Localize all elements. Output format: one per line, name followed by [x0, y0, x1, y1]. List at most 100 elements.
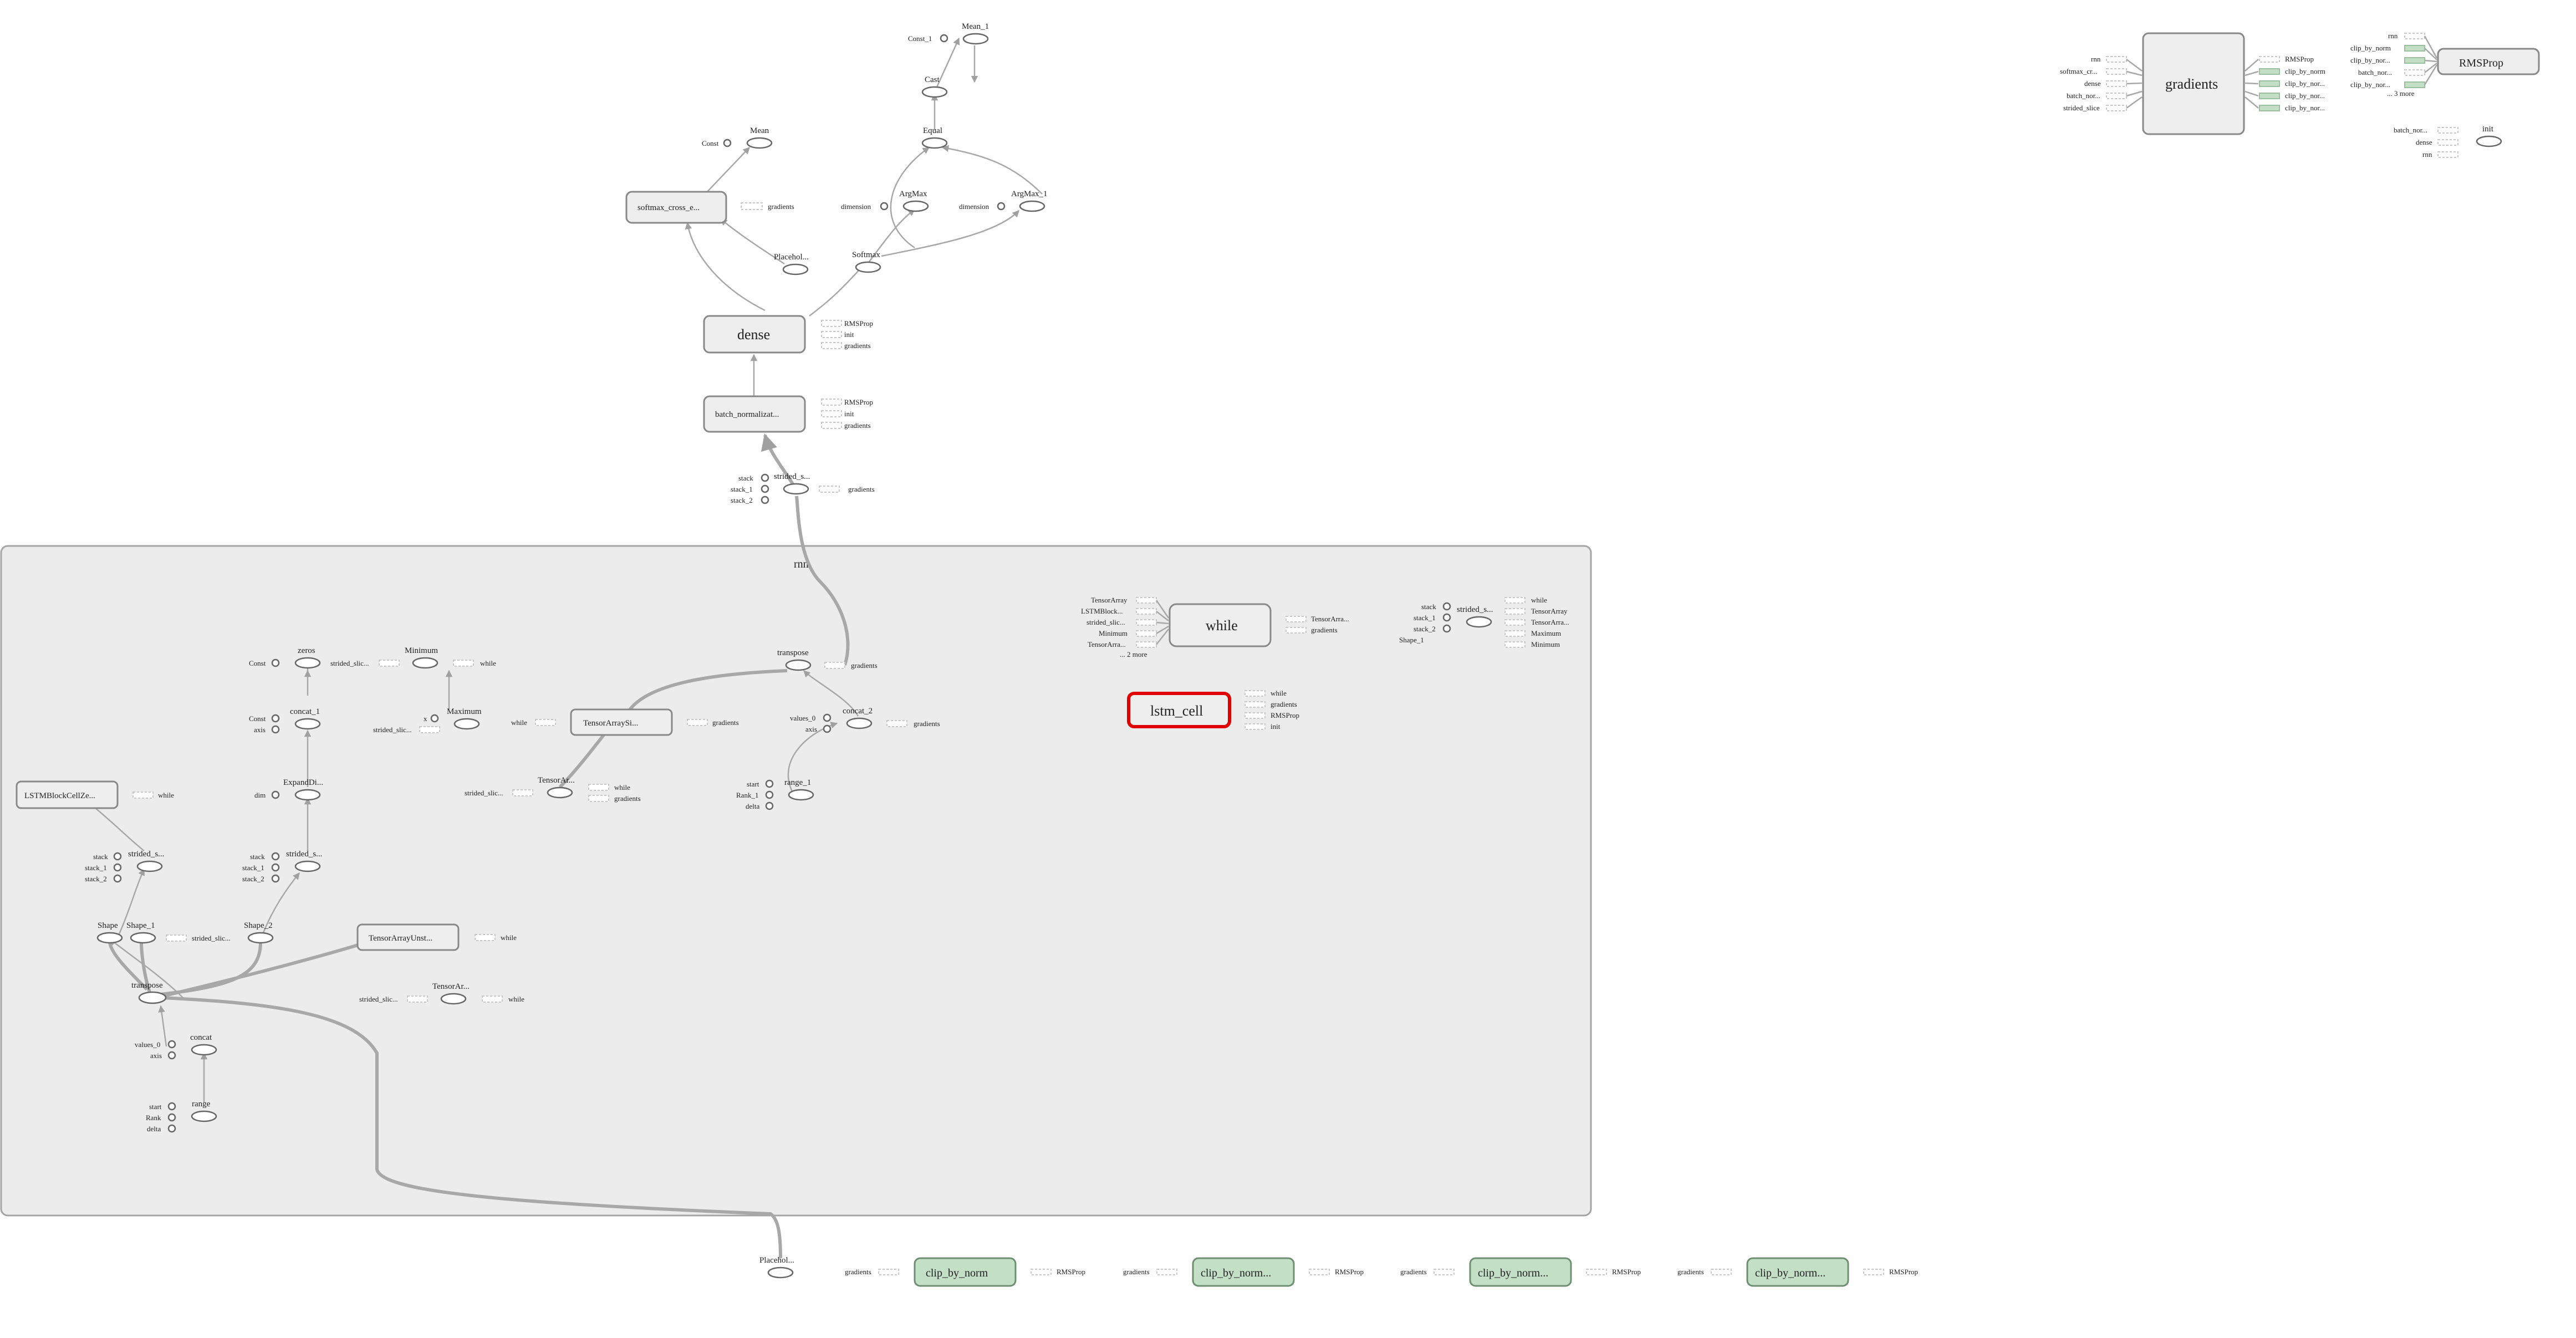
node-maximum[interactable]: Maximum x strided_slic... [373, 707, 482, 734]
svg-text:start: start [747, 780, 759, 788]
node-shape-2[interactable]: Shape_2 [244, 921, 274, 944]
node-expanddims[interactable]: ExpandDi... dim [254, 778, 323, 801]
svg-text:Minimum: Minimum [405, 646, 438, 655]
node-shape[interactable]: Shape [96, 921, 123, 944]
node-cast[interactable]: Cast [921, 75, 948, 98]
node-zeros[interactable]: zeros Const [249, 646, 321, 669]
svg-text:Const_1: Const_1 [908, 34, 932, 43]
svg-text:clip_by_nor...: clip_by_nor... [2285, 104, 2325, 112]
svg-text:strided_s...: strided_s... [1457, 605, 1493, 614]
node-tensor-array-size[interactable]: TensorArraySi... while gradients [511, 708, 739, 736]
node-strided-slice-right[interactable]: strided_s... stack stack_1 stack_2 Shape… [1399, 596, 1569, 648]
svg-text:LSTMBlock...: LSTMBlock... [1081, 607, 1123, 615]
svg-text:transpose: transpose [777, 648, 809, 657]
node-softmax[interactable]: Softmax [852, 251, 881, 273]
svg-text:axis: axis [150, 1051, 162, 1060]
svg-text:batch_nor...: batch_nor... [2358, 68, 2392, 76]
node-concat[interactable]: concat values_0 axis [135, 1033, 217, 1060]
node-strided-slice-left[interactable]: strided_s... stack stack_1 stack_2 [85, 850, 164, 883]
node-equal[interactable]: Equal [921, 126, 948, 149]
node-placeholder-bottom[interactable]: Placehol... [759, 1256, 794, 1279]
svg-text:softmax_cross_e...: softmax_cross_e... [637, 203, 700, 212]
svg-text:TensorAr...: TensorAr... [538, 776, 575, 785]
node-tensor-array-mid[interactable]: TensorAr... strided_slic... while gradie… [465, 776, 641, 803]
node-transpose-mid[interactable]: transpose gradients [777, 648, 878, 671]
svg-text:gradients: gradients [851, 661, 878, 670]
svg-text:RMSProp: RMSProp [1335, 1268, 1364, 1276]
node-range[interactable]: range start Rank delta [146, 1100, 217, 1133]
node-mean-1[interactable]: Mean_1 [962, 22, 989, 45]
svg-text:gradients: gradients [1271, 700, 1297, 708]
svg-text:ArgMax: ArgMax [899, 190, 927, 198]
node-lstm-block-cell-zeros[interactable]: LSTMBlockCellZe... while [16, 780, 174, 809]
node-concat-2[interactable]: concat_2 values_0 axis gradients [790, 707, 940, 733]
node-strided-slice-mid[interactable]: strided_s... stack stack_1 stack_2 [242, 850, 322, 883]
svg-text:TensorArra...: TensorArra... [1088, 640, 1126, 648]
svg-text:concat_1: concat_1 [290, 707, 320, 716]
svg-text:dense: dense [2416, 138, 2432, 146]
svg-text:Const: Const [249, 714, 266, 723]
node-while[interactable]: while TensorArray LSTMBlock... strided_s… [1081, 596, 1349, 658]
node-const-1[interactable]: Const_1 [908, 34, 948, 43]
svg-text:lstm_cell: lstm_cell [1150, 703, 1203, 719]
svg-text:clip_by_nor...: clip_by_nor... [2350, 56, 2390, 64]
svg-text:RMSProp: RMSProp [2285, 55, 2314, 63]
svg-text:Minimum: Minimum [1531, 640, 1560, 648]
node-clip-by-norm-3[interactable]: clip_by_norm... gradients RMSProp [1400, 1257, 1641, 1287]
svg-text:TensorArra...: TensorArra... [1531, 618, 1569, 626]
node-gradients[interactable]: gradients rnn softmax_cr... dense batch_… [2060, 32, 2325, 135]
svg-text:while: while [501, 933, 517, 942]
svg-text:batch_normalizat...: batch_normalizat... [715, 410, 779, 419]
node-argmax-1[interactable]: ArgMax_1 dimension [959, 190, 1048, 212]
node-strided-slice-top[interactable]: strided_s... stack stack_1 stack_2 gradi… [731, 472, 875, 504]
node-softmax-cross-entropy[interactable]: softmax_cross_e... gradients [625, 191, 794, 224]
svg-text:strided_slic...: strided_slic... [359, 995, 398, 1003]
node-tensor-array-unstack[interactable]: TensorArrayUnst... while [356, 923, 517, 951]
svg-text:stack: stack [250, 852, 265, 861]
svg-text:stack_1: stack_1 [85, 864, 107, 872]
node-placeholder-top[interactable]: Placehol... [774, 253, 809, 275]
node-dense[interactable]: dense RMSProp init gradients [703, 315, 873, 354]
node-tensor-array-scatter[interactable]: TensorAr... strided_slic... while [359, 982, 524, 1005]
node-minimum[interactable]: Minimum strided_slic... while [330, 646, 496, 669]
node-lstm-cell[interactable]: lstm_cell while gradients RMSProp init [1127, 689, 1299, 731]
node-const[interactable]: Const [702, 139, 732, 147]
node-clip-by-norm-1[interactable]: clip_by_norm gradients RMSProp [845, 1257, 1085, 1287]
svg-text:gradients: gradients [712, 718, 739, 727]
node-batch-normalization[interactable]: batch_normalizat... RMSProp init gradien… [703, 395, 873, 433]
node-clip-by-norm-2[interactable]: clip_by_norm... gradients RMSProp [1123, 1257, 1364, 1287]
node-rmsprop[interactable]: RMSProp rnn clip_by_norm clip_by_nor... … [2350, 32, 2540, 98]
svg-text:Shape_2: Shape_2 [244, 921, 273, 930]
node-transpose[interactable]: transpose [131, 981, 167, 1004]
rnn-scope[interactable]: rnn [0, 545, 1592, 1217]
svg-text:start: start [149, 1102, 162, 1111]
svg-text:values_0: values_0 [790, 714, 815, 722]
svg-text:while: while [508, 995, 524, 1003]
svg-text:while: while [614, 783, 630, 791]
svg-text:Shape: Shape [98, 921, 118, 930]
node-shape-1[interactable]: Shape_1 strided_slic... [126, 921, 231, 944]
svg-text:RMSProp: RMSProp [844, 319, 873, 328]
svg-text:ExpandDi...: ExpandDi... [283, 778, 323, 787]
svg-text:Maximum: Maximum [447, 707, 482, 716]
node-range-1[interactable]: range_1 start Rank_1 delta [736, 778, 814, 810]
svg-text:delta: delta [147, 1125, 161, 1133]
node-concat-1[interactable]: concat_1 Const axis [249, 707, 321, 734]
svg-text:Mean: Mean [750, 126, 769, 135]
svg-text:Minimum: Minimum [1099, 629, 1128, 637]
node-init[interactable]: init batch_nor... dense rnn [2394, 125, 2502, 159]
node-clip-by-norm-4[interactable]: clip_by_norm... gradients RMSProp [1677, 1257, 1918, 1287]
node-mean[interactable]: Mean [746, 126, 773, 149]
node-argmax[interactable]: ArgMax dimension [841, 190, 929, 212]
svg-text:TensorArra...: TensorArra... [1311, 615, 1349, 623]
svg-text:batch_nor...: batch_nor... [2067, 91, 2100, 100]
svg-text:dimension: dimension [841, 202, 871, 211]
svg-text:softmax_cr...: softmax_cr... [2060, 67, 2098, 75]
svg-text:while: while [480, 659, 496, 667]
svg-text:stack_1: stack_1 [731, 485, 753, 493]
svg-text:clip_by_norm: clip_by_norm [2350, 44, 2391, 52]
svg-text:clip_by_norm: clip_by_norm [2285, 67, 2325, 75]
svg-text:concat_2: concat_2 [843, 707, 873, 716]
svg-text:Rank_1: Rank_1 [736, 791, 758, 799]
